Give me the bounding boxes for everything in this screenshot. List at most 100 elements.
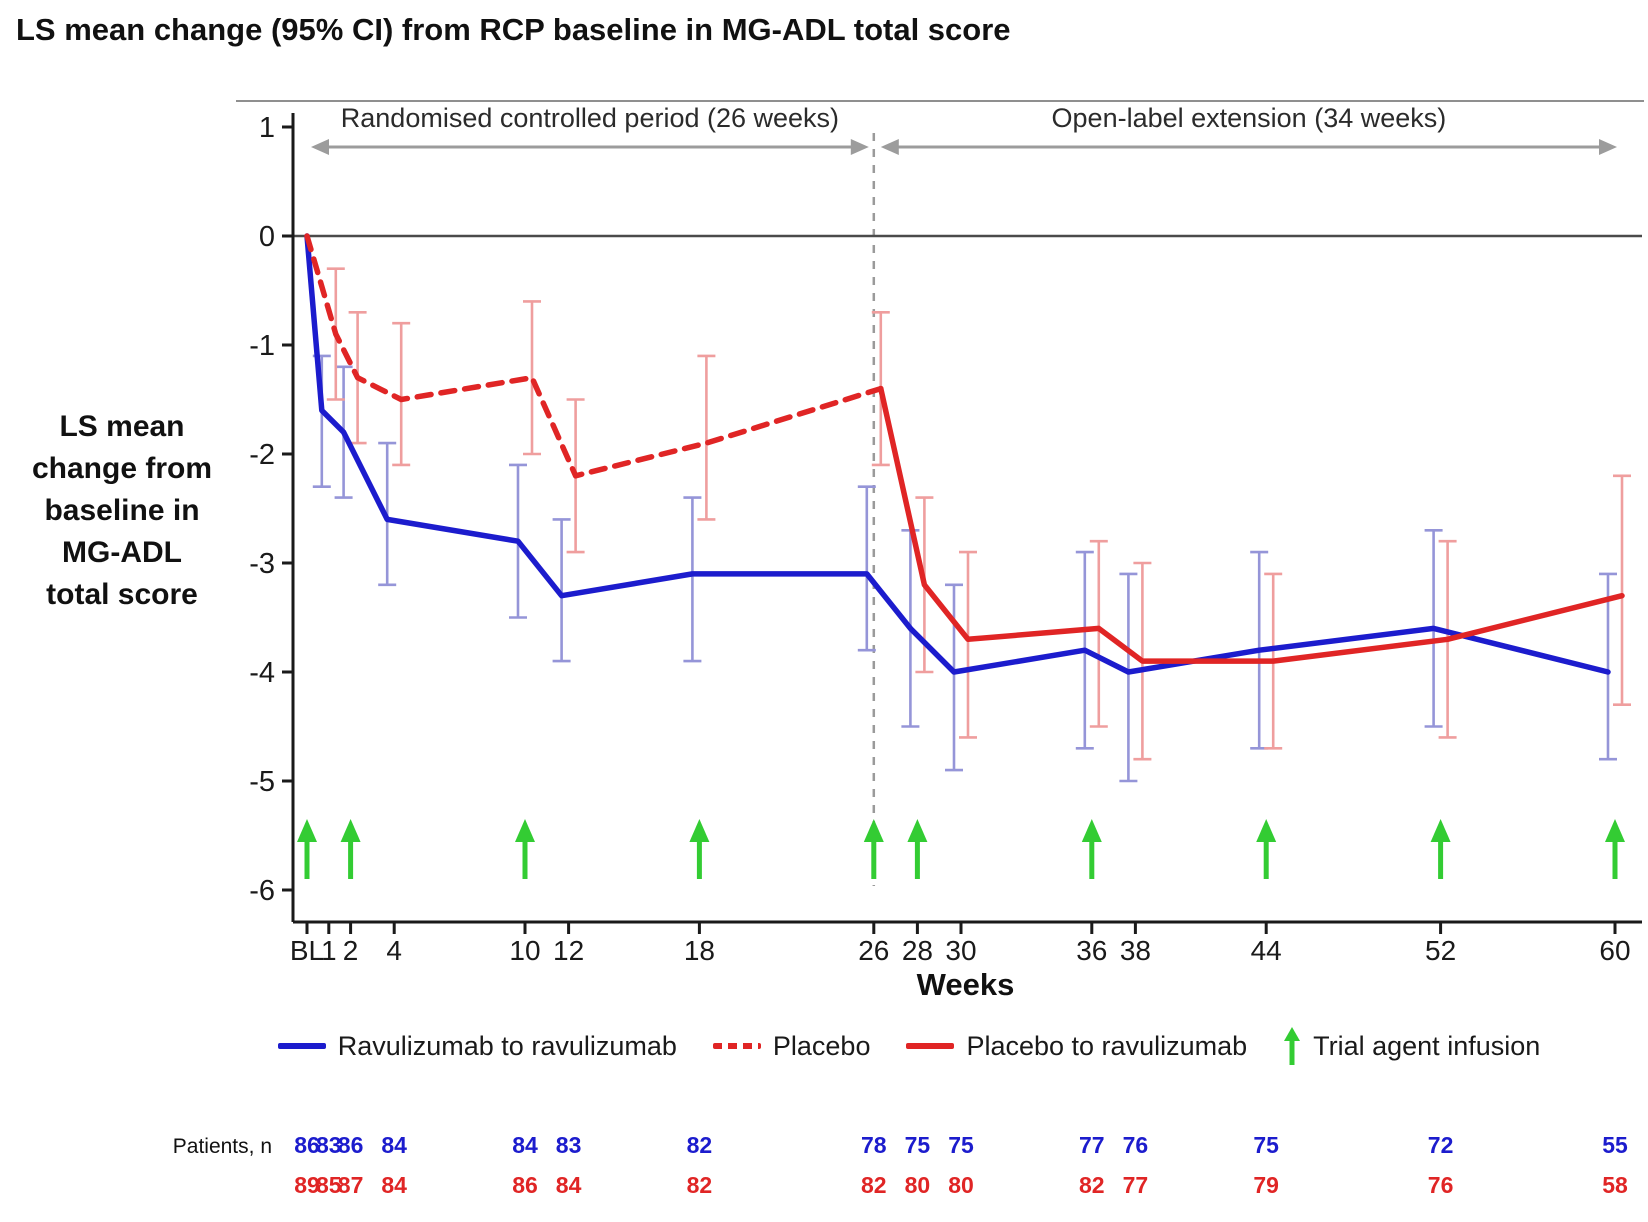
patients-count: 77 (1079, 1132, 1105, 1158)
patients-count: 89 (294, 1172, 320, 1198)
patients-count: 86 (338, 1132, 364, 1158)
patients-count: 86 (294, 1132, 320, 1158)
x-tick-label: 10 (509, 935, 540, 966)
patients-count: 80 (905, 1172, 931, 1198)
x-tick-label: 38 (1120, 935, 1151, 966)
legend-label: Ravulizumab to ravulizumab (337, 1030, 677, 1061)
patients-count: 76 (1428, 1172, 1454, 1198)
patients-count: 80 (948, 1172, 974, 1198)
infusion-arrow-stem (696, 839, 702, 879)
patients-count: 82 (687, 1132, 713, 1158)
infusion-arrow-stem (348, 839, 354, 879)
infusion-arrow-stem (1612, 839, 1618, 879)
patients-count: 82 (861, 1172, 887, 1198)
legend-label: Placebo (772, 1030, 871, 1061)
infusion-arrow-icon (340, 819, 361, 842)
y-tick-label: -6 (249, 875, 275, 907)
x-tick-label: BL (290, 935, 324, 966)
x-tick-label: 18 (684, 935, 715, 966)
ole-period-arrowhead-right (1599, 139, 1617, 155)
legend-item-ravulizumab: Ravulizumab to ravulizumab (277, 1030, 677, 1062)
patients-count: 84 (556, 1172, 582, 1198)
legend: Ravulizumab to ravulizumab Placebo Place… (180, 1026, 1638, 1066)
ole-period-arrowhead-left (880, 139, 899, 155)
patients-count: 87 (338, 1172, 364, 1198)
rcp-period-arrowhead-left (311, 139, 329, 155)
patients-count: 84 (512, 1132, 538, 1158)
y-axis-title-line: change from (32, 452, 212, 485)
legend-item-placebo: Placebo (712, 1030, 871, 1062)
series-line-ravulizumab-to-ravulizumab (304, 233, 1611, 675)
infusion-arrow-icon (1430, 819, 1451, 842)
x-tick-label: 36 (1076, 935, 1107, 966)
infusion-arrow-icon (863, 819, 884, 842)
y-tick-label: -5 (249, 766, 275, 798)
infusion-arrow-icon (1081, 819, 1102, 842)
infusion-arrow-icon (907, 819, 928, 842)
patients-count: 58 (1602, 1172, 1628, 1198)
x-tick-label: 60 (1599, 935, 1630, 966)
x-tick-label: 26 (858, 935, 889, 966)
patients-count: 75 (1253, 1132, 1279, 1158)
infusion-arrow-icon (297, 819, 317, 842)
legend-item-placebo-to-ravulizumab: Placebo to ravulizumab (906, 1031, 1247, 1062)
infusion-arrow-stem (1089, 839, 1095, 879)
infusion-arrow-stem (1438, 839, 1444, 879)
infusion-arrow-icon (515, 819, 535, 842)
x-tick-label: 28 (902, 935, 933, 966)
y-tick-label: -4 (249, 657, 275, 689)
patients-count: 55 (1602, 1132, 1628, 1158)
chart-title: LS mean change (95% CI) from RCP baselin… (16, 12, 1011, 47)
blue-solid-line-swatch (277, 1043, 326, 1049)
patients-label: Patients, n (173, 1135, 272, 1158)
x-tick-label: 1 (321, 935, 337, 966)
x-tick-label: 12 (553, 935, 584, 966)
patients-count: 84 (381, 1132, 407, 1158)
patients-count: 75 (905, 1132, 931, 1158)
y-tick-label: 1 (259, 112, 275, 144)
patients-count: 76 (1123, 1132, 1149, 1158)
patients-count: 79 (1253, 1172, 1279, 1198)
legend-item-infusion: Trial agent infusion (1283, 1026, 1540, 1066)
legend-label: Trial agent infusion (1313, 1030, 1541, 1061)
infusion-arrow-stem (522, 839, 528, 879)
patients-count: 75 (948, 1132, 974, 1158)
x-tick-label: 52 (1425, 935, 1456, 966)
infusion-arrow-stem (914, 839, 920, 879)
patients-count: 77 (1123, 1172, 1149, 1198)
y-tick-label: -2 (249, 439, 275, 471)
infusion-arrow-icon (1284, 1027, 1301, 1065)
legend-label: Placebo to ravulizumab (966, 1030, 1248, 1061)
y-axis-title-line: baseline in (44, 494, 199, 527)
patients-count: 78 (861, 1132, 887, 1158)
patients-count: 84 (381, 1172, 407, 1198)
x-axis-title: Weeks (917, 967, 1015, 1002)
series-line-placebo (304, 233, 884, 479)
y-tick-label: -1 (249, 330, 275, 362)
patients-count: 83 (316, 1132, 342, 1158)
x-tick-label: 4 (386, 935, 402, 966)
patients-count: 86 (512, 1172, 538, 1198)
patients-count: 83 (556, 1132, 582, 1158)
red-dashed-line-swatch (712, 1043, 761, 1049)
y-axis-title-line: MG-ADL (62, 536, 182, 569)
red-solid-line-swatch (906, 1043, 955, 1049)
patients-count: 82 (687, 1172, 713, 1198)
y-axis-title-line: LS mean (59, 410, 184, 443)
patients-count: 72 (1428, 1132, 1454, 1158)
infusion-arrow-icon (1256, 819, 1277, 842)
x-tick-label: 30 (945, 935, 976, 966)
infusion-arrow-stem (304, 839, 310, 879)
ole-period-label: Open-label extension (34 weeks) (1052, 103, 1447, 133)
rcp-period-label: Randomised controlled period (26 weeks) (341, 103, 839, 133)
x-tick-label: 2 (343, 935, 359, 966)
y-tick-label: -3 (249, 548, 275, 580)
y-axis-title-line: total score (46, 578, 198, 611)
infusion-arrow-icon (689, 819, 710, 842)
rcp-period-arrowhead-right (850, 139, 869, 155)
series-line-placebo-to-ravulizumab (878, 385, 1625, 664)
x-tick-label: 44 (1251, 935, 1282, 966)
infusion-arrow-stem (1263, 839, 1269, 879)
